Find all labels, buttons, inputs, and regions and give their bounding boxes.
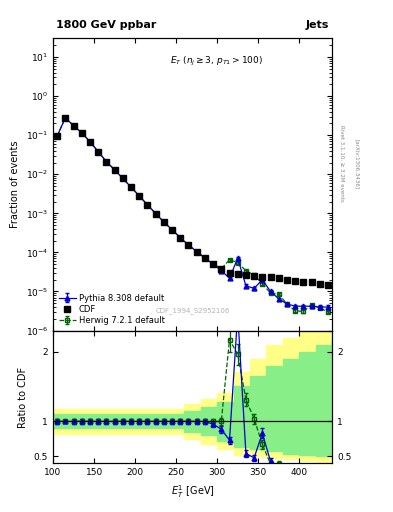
CDF (145, 202, 150, 208)
CDF (88, 139, 92, 145)
CDF (71, 122, 76, 129)
CDF (112, 167, 117, 173)
Text: Jets: Jets (306, 19, 329, 30)
Text: 1800 GeV ppbar: 1800 GeV ppbar (56, 19, 156, 30)
CDF (170, 227, 174, 233)
CDF (260, 273, 265, 280)
CDF (276, 275, 281, 281)
Text: Rivet 3.1.10, ≥ 3.2M events: Rivet 3.1.10, ≥ 3.2M events (339, 125, 344, 202)
X-axis label: $E_T^1$ [GeV]: $E_T^1$ [GeV] (171, 483, 215, 500)
CDF (227, 270, 232, 276)
CDF (268, 274, 273, 281)
CDF (55, 133, 59, 139)
Y-axis label: Fraction of events: Fraction of events (10, 141, 20, 228)
CDF (285, 276, 289, 283)
Text: CDF_1994_S2952106: CDF_1994_S2952106 (155, 308, 230, 314)
Y-axis label: Ratio to CDF: Ratio to CDF (18, 367, 28, 428)
CDF (129, 184, 133, 190)
CDF (178, 234, 183, 241)
Line: CDF: CDF (54, 115, 331, 287)
CDF (219, 266, 224, 272)
CDF (293, 278, 298, 284)
CDF (194, 248, 199, 254)
CDF (252, 273, 257, 279)
CDF (235, 271, 240, 277)
CDF (318, 281, 322, 287)
Text: [arXiv:1306.3436]: [arXiv:1306.3436] (354, 139, 359, 189)
CDF (244, 272, 248, 279)
CDF (96, 148, 101, 155)
CDF (104, 159, 109, 165)
Text: $E_T$ ($n_j \geq 3$, $p_{T1}$$>$100): $E_T$ ($n_j \geq 3$, $p_{T1}$$>$100) (170, 54, 263, 68)
Legend: Pythia 8.308 default, CDF, Herwig 7.2.1 default: Pythia 8.308 default, CDF, Herwig 7.2.1 … (57, 292, 166, 326)
CDF (137, 193, 141, 199)
CDF (63, 115, 68, 121)
CDF (211, 261, 215, 267)
CDF (162, 219, 166, 225)
CDF (309, 280, 314, 286)
CDF (79, 130, 84, 136)
CDF (186, 242, 191, 248)
CDF (326, 282, 331, 288)
CDF (301, 279, 306, 285)
CDF (120, 176, 125, 182)
CDF (153, 210, 158, 217)
CDF (202, 255, 207, 261)
